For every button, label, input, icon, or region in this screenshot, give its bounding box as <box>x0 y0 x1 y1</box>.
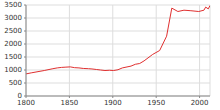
svg-text:2000: 2000 <box>8 40 22 48</box>
svg-text:0: 0 <box>18 92 22 100</box>
svg-text:1500: 1500 <box>8 53 22 61</box>
svg-text:1900: 1900 <box>104 99 122 107</box>
svg-text:3500: 3500 <box>8 1 22 9</box>
svg-text:1000: 1000 <box>8 66 22 74</box>
svg-text:1800: 1800 <box>17 99 35 107</box>
svg-text:3000: 3000 <box>8 14 22 22</box>
svg-text:2000: 2000 <box>191 99 209 107</box>
svg-text:500: 500 <box>9 79 22 87</box>
svg-text:2500: 2500 <box>8 27 22 35</box>
svg-text:1950: 1950 <box>147 99 165 107</box>
svg-text:1850: 1850 <box>60 99 78 107</box>
